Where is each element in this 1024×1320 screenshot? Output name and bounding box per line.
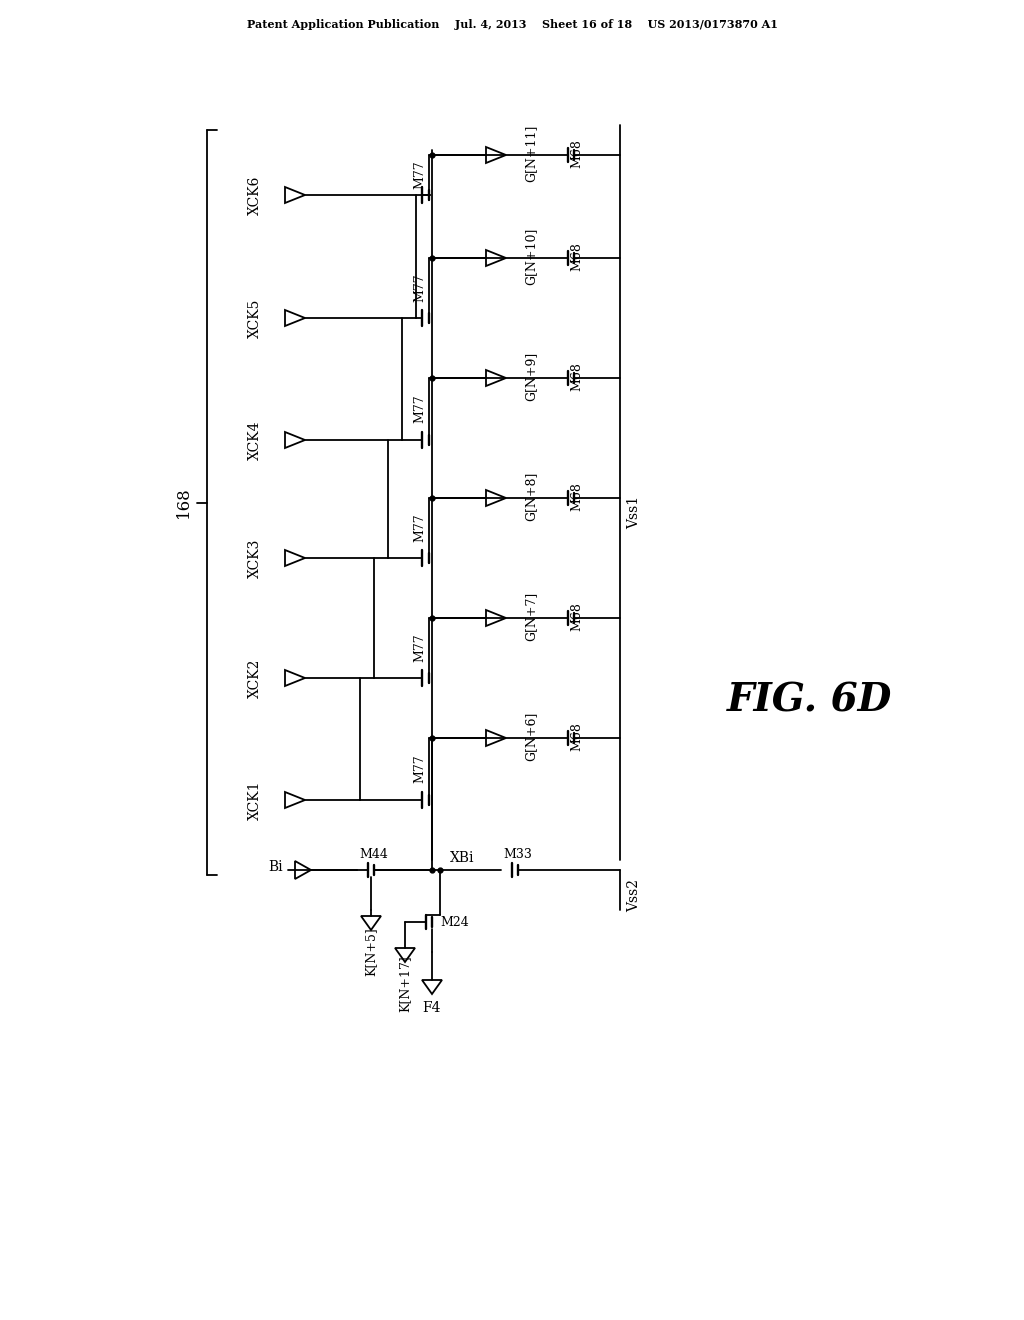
Text: M68: M68 [570,483,584,511]
Text: M68: M68 [570,140,584,169]
Text: XCK1: XCK1 [248,780,262,820]
Text: 168: 168 [174,487,191,519]
Text: M33: M33 [504,847,532,861]
Text: G[N+7]: G[N+7] [524,591,538,640]
Text: XCK6: XCK6 [248,176,262,215]
Text: G[N+9]: G[N+9] [524,351,538,401]
Text: XCK5: XCK5 [248,298,262,338]
Text: XCK2: XCK2 [248,659,262,698]
Text: M77: M77 [414,273,427,302]
Text: G[N+10]: G[N+10] [524,227,538,285]
Text: M24: M24 [440,916,469,928]
Text: G[N+11]: G[N+11] [524,124,538,182]
Text: Vss1: Vss1 [627,496,641,529]
Text: FIG. 6D: FIG. 6D [727,681,893,719]
Text: M68: M68 [570,722,584,751]
Text: XBi: XBi [450,851,474,865]
Text: K[N+5]: K[N+5] [365,928,378,977]
Text: M68: M68 [570,363,584,392]
Text: K[N+17]: K[N+17] [398,956,412,1012]
Text: M44: M44 [359,847,388,861]
Text: XCK3: XCK3 [248,539,262,578]
Text: M68: M68 [570,243,584,272]
Text: Vss2: Vss2 [627,879,641,912]
Text: G[N+6]: G[N+6] [524,711,538,760]
Text: M77: M77 [414,755,427,783]
Text: Bi: Bi [268,861,284,874]
Text: XCK4: XCK4 [248,420,262,459]
Text: M77: M77 [414,161,427,189]
Text: M68: M68 [570,602,584,631]
Text: M77: M77 [414,395,427,424]
Text: G[N+8]: G[N+8] [524,471,538,520]
Text: F4: F4 [423,1001,441,1015]
Text: M77: M77 [414,513,427,543]
Text: Patent Application Publication    Jul. 4, 2013    Sheet 16 of 18    US 2013/0173: Patent Application Publication Jul. 4, 2… [247,20,777,30]
Text: M77: M77 [414,634,427,663]
